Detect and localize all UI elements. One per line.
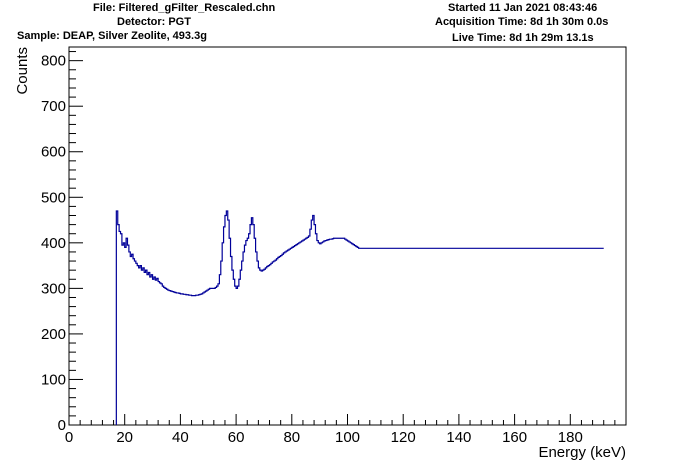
- y-tick-label: 800: [41, 53, 66, 70]
- x-tick-label: 120: [391, 429, 416, 446]
- y-tick-label: 0: [58, 417, 66, 434]
- y-tick-label: 100: [41, 371, 66, 388]
- detector-label: Detector: PGT: [117, 16, 191, 28]
- y-tick-label: 200: [41, 326, 66, 343]
- y-tick-label: 600: [41, 144, 66, 161]
- y-axis-label: Counts: [14, 47, 31, 95]
- acquisition-time-label: Acquisition Time: 8d 1h 30m 0.0s: [435, 16, 609, 28]
- x-tick-label: 140: [446, 429, 471, 446]
- x-axis-label: Energy (keV): [538, 444, 626, 461]
- plot-frame: [68, 46, 627, 426]
- file-label: File: Filtered_gFilter_Rescaled.chn: [93, 2, 276, 14]
- x-tick-label: 100: [335, 429, 360, 446]
- x-tick-label: 40: [172, 429, 189, 446]
- axis-ticks: [68, 51, 627, 426]
- x-tick-label: 160: [502, 429, 527, 446]
- x-tick-label: 20: [116, 429, 133, 446]
- live-time-label: Live Time: 8d 1h 29m 13.1s: [452, 32, 594, 44]
- spectrum-line: [115, 210, 604, 425]
- y-tick-label: 700: [41, 98, 66, 115]
- y-tick-label: 400: [41, 235, 66, 252]
- y-tick-label: 300: [41, 280, 66, 297]
- x-tick-label: 0: [65, 429, 73, 446]
- x-tick-labels: 0 20 40 60 80 100 120 140 160 180: [65, 429, 583, 446]
- y-tick-labels: 0 100 200 300 400 500 600 700 800: [41, 53, 66, 434]
- y-tick-label: 500: [41, 189, 66, 206]
- x-tick-label: 80: [283, 429, 300, 446]
- x-tick-label: 60: [228, 429, 245, 446]
- sample-label: Sample: DEAP, Silver Zeolite, 493.3g: [17, 30, 207, 42]
- x-tick-label: 180: [558, 429, 583, 446]
- started-label: Started 11 Jan 2021 08:43:46: [448, 2, 598, 14]
